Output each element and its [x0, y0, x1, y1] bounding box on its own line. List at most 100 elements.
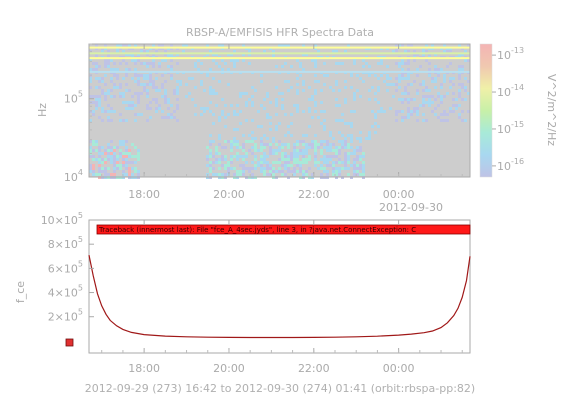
spectrogram-cell [371, 125, 374, 128]
spectrogram-cell [296, 149, 299, 152]
spectrogram-cell [464, 86, 467, 89]
spectrogram-cell [239, 110, 242, 113]
spectrogram-cell [134, 80, 137, 83]
spectrogram-cell [110, 95, 113, 98]
spectrogram-cell [452, 77, 455, 80]
spectrogram-cell [368, 137, 371, 140]
spectrogram-cell [110, 59, 113, 62]
spectrogram-cell [239, 170, 242, 173]
spectrogram-cell [107, 173, 110, 176]
spectrogram-cell [149, 83, 152, 86]
spectrogram-cell [254, 167, 257, 170]
spectrogram-cell [119, 86, 122, 89]
spectrogram-cell [209, 110, 212, 113]
spectrogram-cell [125, 167, 128, 170]
spectrogram-cell [113, 152, 116, 155]
spectrogram-cell [212, 122, 215, 125]
spectrogram-cell [119, 152, 122, 155]
spectrogram-cell [398, 74, 401, 77]
spectrogram-cell [170, 59, 173, 62]
spectrogram-cell [263, 173, 266, 176]
spectrogram-cell [242, 53, 245, 56]
spectrogram-cell [89, 59, 92, 62]
spectrogram-cell [356, 170, 359, 173]
line-panel-frame [88, 219, 471, 354]
spectrogram-cell [98, 146, 101, 149]
spectrogram-cell [197, 68, 200, 71]
spectrogram-cell [107, 50, 110, 53]
spectrogram-cell [194, 62, 197, 65]
spectrogram-cell [125, 152, 128, 155]
spectrogram-cell [350, 137, 353, 140]
spectrogram-cell [338, 170, 341, 173]
spectrogram-cell [260, 80, 263, 83]
spectrogram-cell [278, 92, 281, 95]
spectrogram-cell [275, 86, 278, 89]
spectrogram-cell [200, 62, 203, 65]
spectrogram-cell [293, 149, 296, 152]
spectrogram-cell [89, 167, 92, 170]
spectrogram-cell [236, 59, 239, 62]
spectrogram-cell [284, 158, 287, 161]
spectrogram-cell [362, 173, 365, 176]
spectrogram-y-tick-label: 104 [64, 168, 83, 184]
spectrogram-cell [296, 107, 299, 110]
spectrogram-cell [221, 98, 224, 101]
colorbar-tick-label: 10-15 [497, 120, 524, 136]
spectrogram-cell [227, 140, 230, 143]
spectrogram-cell [107, 65, 110, 68]
spectrogram-cell [293, 170, 296, 173]
spectrogram-cell [242, 173, 245, 176]
spectrogram-cell [239, 122, 242, 125]
spectrogram-cell [266, 113, 269, 116]
spectrogram-cell [308, 143, 311, 146]
spectrogram-cell [104, 110, 107, 113]
spectrogram-cell [128, 44, 131, 47]
spectrogram-cell [146, 83, 149, 86]
spectrogram-cell [245, 152, 248, 155]
spectrogram-cell [125, 107, 128, 110]
spectrogram-panel[interactable] [88, 43, 471, 179]
spectrogram-cell [128, 167, 131, 170]
spectrogram-cell [323, 83, 326, 86]
spectrogram-cell [302, 143, 305, 146]
spectrogram-cell [383, 80, 386, 83]
spectrogram-cell [278, 170, 281, 173]
spectrogram-cell [173, 92, 176, 95]
spectrogram-cell [395, 113, 398, 116]
spectrogram-cell [434, 113, 437, 116]
colorbar-tick-label: 10-14 [497, 83, 524, 99]
spectrogram-cell [113, 158, 116, 161]
spectrogram-cell [209, 155, 212, 158]
spectrogram-cell [269, 122, 272, 125]
spectrogram-cell [260, 164, 263, 167]
spectrogram-cell [353, 59, 356, 62]
spectrogram-cell [296, 77, 299, 80]
spectrogram-cell [332, 173, 335, 176]
spectrogram-cell [122, 170, 125, 173]
spectrogram-cell [95, 77, 98, 80]
spectrogram-cell [296, 83, 299, 86]
spectrogram-cell [176, 92, 179, 95]
spectrogram-cell [320, 143, 323, 146]
spectrogram-cell [332, 155, 335, 158]
spectrogram-cell [335, 152, 338, 155]
spectrogram-cell [401, 68, 404, 71]
spectrogram-cell [443, 110, 446, 113]
spectrogram-cell [101, 107, 104, 110]
spectrogram-cell [323, 62, 326, 65]
spectrogram-cell [197, 59, 200, 62]
spectrogram-cell [206, 155, 209, 158]
spectrogram-cell [338, 131, 341, 134]
spectrogram-cell [326, 140, 329, 143]
spectrogram-cell [251, 119, 254, 122]
spectrogram-cell [113, 161, 116, 164]
spectrogram-cell [119, 143, 122, 146]
spectrogram-cell [443, 113, 446, 116]
line-panel[interactable]: Traceback (innermost last): File "fce_A_… [65, 219, 471, 354]
spectrogram-y-axis-label: Hz [36, 103, 49, 117]
spectrogram-cell [242, 146, 245, 149]
spectrogram-cell [251, 95, 254, 98]
spectrogram-cell [359, 164, 362, 167]
spectrogram-cell [302, 80, 305, 83]
